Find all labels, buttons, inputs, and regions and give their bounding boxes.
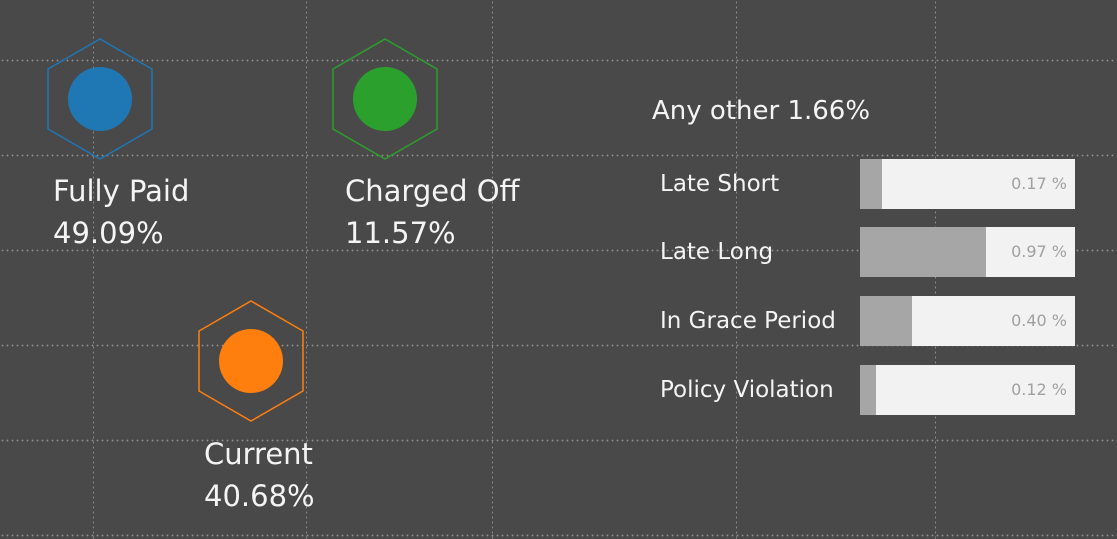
bar-track: 0.40 % (860, 296, 1075, 346)
current-hexagon-icon (198, 300, 304, 422)
bar-row-late-short: Late Short 0.17 % (660, 159, 1080, 209)
bar-value: 0.40 % (1011, 311, 1067, 330)
bar-label: Late Short (660, 171, 780, 197)
bar-fill (860, 365, 876, 415)
fully-paid-hexagon-icon (47, 38, 153, 160)
status-charged-off: Charged Off 11.57% (330, 37, 550, 257)
bar-row-policy-violation: Policy Violation 0.12 % (660, 365, 1080, 415)
bar-value: 0.17 % (1011, 174, 1067, 193)
bar-label: In Grace Period (660, 308, 836, 334)
bar-row-late-long: Late Long 0.97 % (660, 227, 1080, 277)
bar-fill (860, 296, 912, 346)
charged-off-hexagon-icon (332, 38, 438, 160)
current-name: Current (204, 437, 313, 471)
bar-track: 0.17 % (860, 159, 1075, 209)
bar-track: 0.97 % (860, 227, 1075, 277)
bar-track: 0.12 % (860, 365, 1075, 415)
status-current: Current 40.68% (196, 299, 376, 519)
bar-label: Policy Violation (660, 377, 834, 403)
charged-off-percent: 11.57% (345, 216, 456, 250)
bar-fill (860, 159, 883, 209)
bar-row-in-grace-period: In Grace Period 0.40 % (660, 296, 1080, 346)
fully-paid-name: Fully Paid (53, 174, 190, 208)
bar-value: 0.97 % (1011, 242, 1067, 261)
current-percent: 40.68% (204, 479, 315, 513)
bar-value: 0.12 % (1011, 380, 1067, 399)
fully-paid-percent: 49.09% (53, 216, 164, 250)
bar-label: Late Long (660, 239, 774, 265)
bar-fill (860, 227, 986, 277)
charged-off-name: Charged Off (345, 174, 520, 208)
status-fully-paid: Fully Paid 49.09% (45, 37, 225, 257)
any-other-title: Any other 1.66% (652, 96, 871, 126)
